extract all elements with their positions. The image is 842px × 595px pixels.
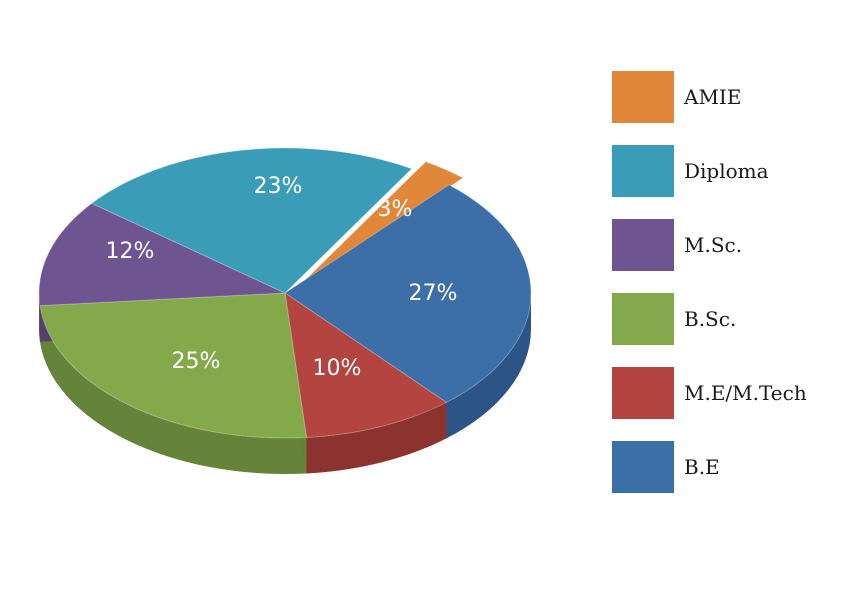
pie-side-m-e-m-tech: [306, 402, 447, 474]
legend-item-m-e-m-tech: M.E/M.Tech: [612, 366, 837, 420]
legend-swatch: [612, 145, 674, 197]
legend-label: M.Sc.: [684, 233, 743, 257]
legend-swatch: [612, 293, 674, 345]
legend-label: Diploma: [684, 159, 769, 183]
legend-item-b-sc-: B.Sc.: [612, 292, 837, 346]
legend-label: AMIE: [684, 85, 742, 109]
legend-swatch: [612, 367, 674, 419]
legend-item-b-e: B.E: [612, 440, 837, 494]
slice-label-m-sc-: 12%: [106, 239, 155, 264]
slice-label-diploma: 23%: [254, 174, 303, 199]
legend-item-diploma: Diploma: [612, 144, 837, 198]
legend-swatch: [612, 71, 674, 123]
legend-label: M.E/M.Tech: [684, 381, 807, 405]
legend-swatch: [612, 441, 674, 493]
legend: AMIE Diploma M.Sc. B.Sc. M.E/M.Tech B.E: [612, 70, 837, 514]
pie-labels: 3% 27% 10% 25% 12% 23%: [106, 174, 458, 381]
pie-slice-m-e-m-tech: [284, 291, 448, 438]
pie-slice-b-e: [284, 184, 532, 404]
pie-slice-m-sc-: [38, 202, 286, 307]
pie-side-b-e: [446, 293, 531, 439]
legend-item-m-sc-: M.Sc.: [612, 218, 837, 272]
pie-slice-diploma: [90, 147, 413, 294]
pie-tops: [38, 147, 532, 439]
pie-slice-amie: [298, 161, 464, 287]
slice-label-m-e-m-tech: 10%: [313, 356, 362, 381]
slice-label-amie: 3%: [378, 197, 413, 222]
legend-label: B.E: [684, 455, 720, 479]
pie-side-b-sc-: [39, 305, 307, 475]
pie-slice-b-sc-: [39, 292, 308, 439]
slice-label-b-sc-: 25%: [172, 349, 221, 374]
legend-item-amie: AMIE: [612, 70, 837, 124]
slice-label-b-e: 27%: [409, 281, 458, 306]
legend-label: B.Sc.: [684, 307, 737, 331]
pie-side-m-sc-: [39, 293, 40, 342]
legend-swatch: [612, 219, 674, 271]
